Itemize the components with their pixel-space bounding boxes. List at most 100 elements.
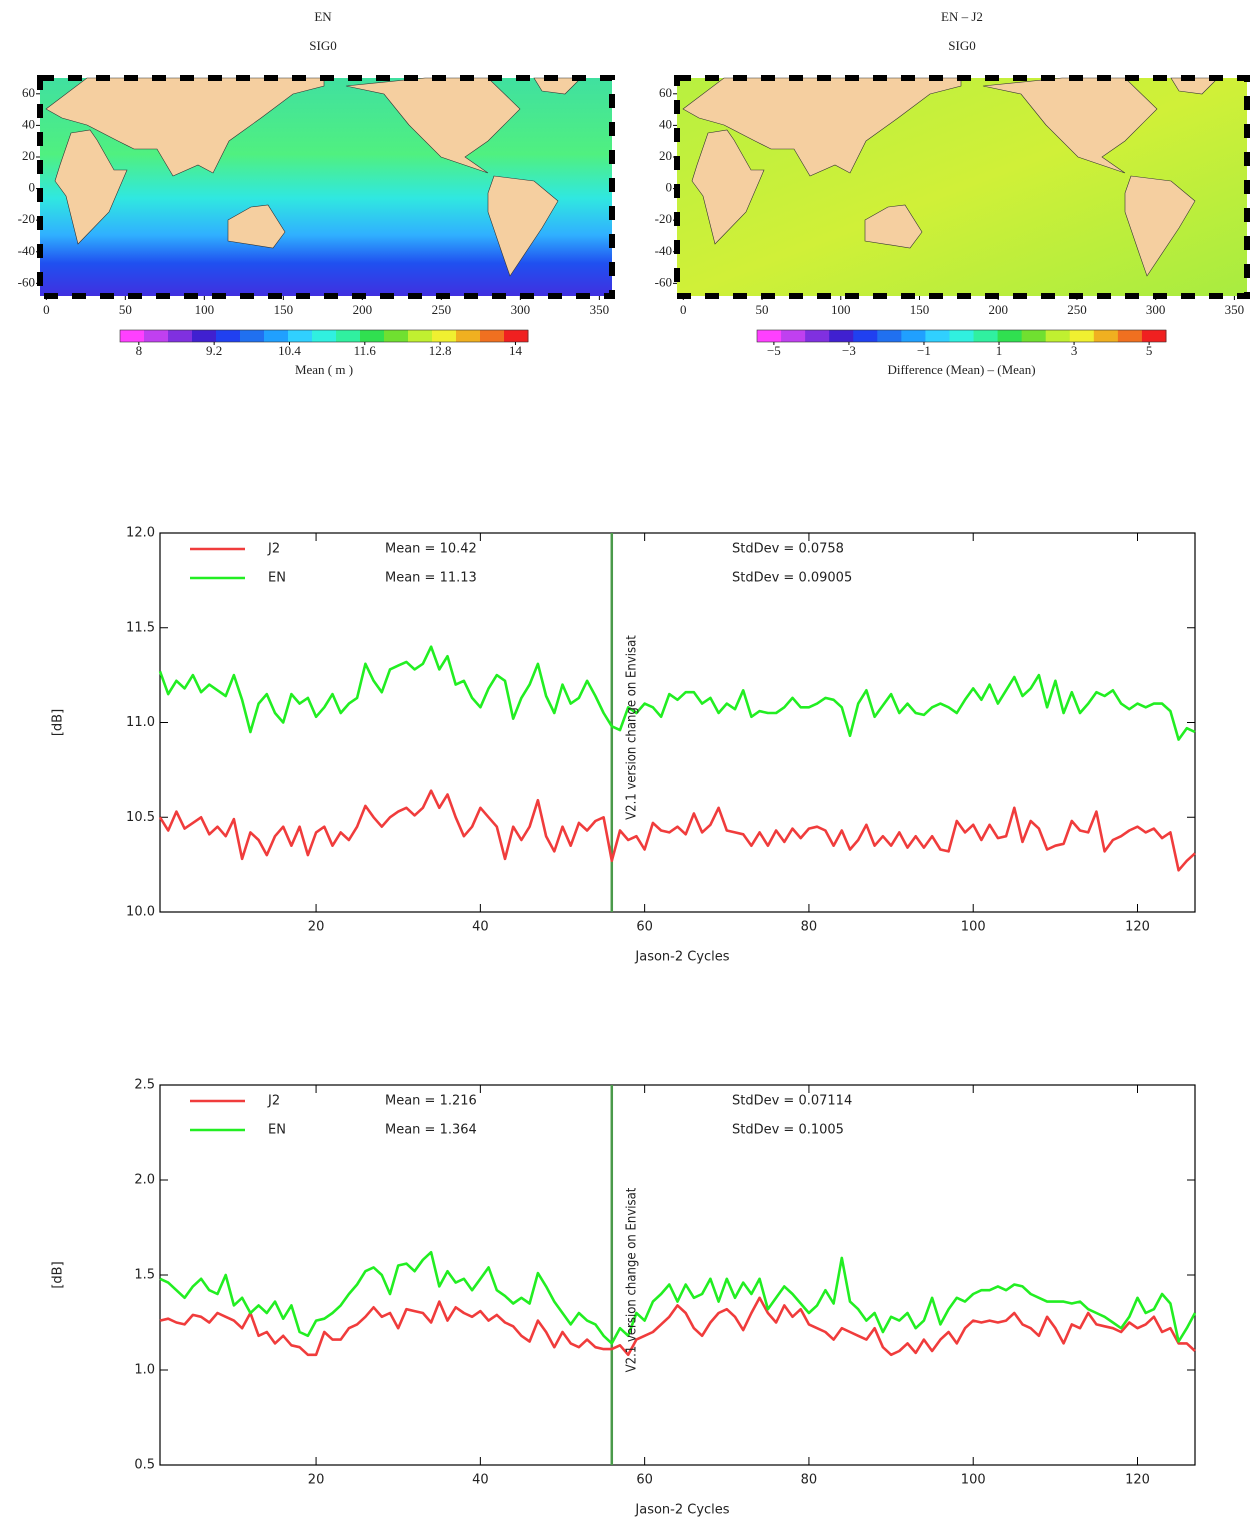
x-axis-label: Jason-2 Cycles <box>634 1503 729 1518</box>
x-tick-label: 350 <box>590 302 610 317</box>
x-tick-label: 150 <box>274 302 294 317</box>
x-tick-label: 20 <box>308 920 325 935</box>
y-axis-label: [dB] <box>51 709 66 736</box>
map-title: EN <box>314 9 332 24</box>
legend-std: StdDev = 0.1005 <box>732 1123 844 1138</box>
colorbar-cell <box>949 330 975 342</box>
y-tick-label: 10.5 <box>126 810 155 825</box>
x-tick-label: 350 <box>1225 302 1245 317</box>
colorbar-tick-label: −1 <box>917 343 931 358</box>
legend-std: StdDev = 0.09005 <box>732 571 852 586</box>
colorbar-tick-label: 5 <box>1146 343 1153 358</box>
x-tick-label: 250 <box>1067 302 1087 317</box>
x-tick-label: 120 <box>1125 1473 1150 1488</box>
x-tick-label: 100 <box>831 302 851 317</box>
colorbar-cell <box>264 330 289 342</box>
legend-name: EN <box>268 1123 286 1138</box>
legend-std: StdDev = 0.0758 <box>732 542 844 557</box>
y-tick-label: 60 <box>22 85 35 100</box>
colorbar-tick-label: 9.2 <box>206 343 222 358</box>
y-tick-label: 1.0 <box>134 1363 155 1378</box>
colorbar-cell <box>168 330 193 342</box>
colorbar-cell <box>312 330 337 342</box>
colorbar-tick-label: 14 <box>509 343 523 358</box>
y-tick-label: 20 <box>22 148 35 163</box>
colorbar-cell <box>853 330 878 342</box>
legend-name: EN <box>268 571 286 586</box>
x-tick-label: 100 <box>961 920 986 935</box>
x-tick-label: 100 <box>961 1473 986 1488</box>
y-tick-label: 12.0 <box>126 526 155 541</box>
colorbar-tick-label: 3 <box>1071 343 1078 358</box>
colorbar-cell <box>997 330 1023 342</box>
colorbar-cell <box>192 330 217 342</box>
legend-mean: Mean = 1.364 <box>385 1123 477 1138</box>
colorbar-tick-label: 1 <box>996 343 1003 358</box>
colorbar-cell <box>120 330 145 342</box>
map-background <box>37 75 1250 299</box>
colorbar-cell <box>504 330 529 342</box>
colorbar-cell <box>336 330 361 342</box>
y-tick-label: 11.0 <box>126 715 155 730</box>
y-tick-label: 0.5 <box>134 1458 155 1473</box>
y-tick-label: 1.5 <box>134 1268 155 1283</box>
y-tick-label: 40 <box>659 116 672 131</box>
colorbar-cell <box>757 330 782 342</box>
colorbar-cell <box>432 330 457 342</box>
colorbar-cell <box>384 330 409 342</box>
colorbar-cell <box>781 330 806 342</box>
x-tick-label: 50 <box>756 302 769 317</box>
x-tick-label: 40 <box>472 1473 489 1488</box>
colorbar-cell <box>1069 330 1095 342</box>
x-tick-label: 200 <box>988 302 1008 317</box>
legend-mean: Mean = 11.13 <box>385 571 477 586</box>
x-tick-label: 40 <box>472 920 489 935</box>
colorbar-cell <box>216 330 241 342</box>
x-tick-label: 0 <box>43 302 50 317</box>
colorbar-cell <box>805 330 830 342</box>
colorbar-tick-label: 10.4 <box>278 343 301 358</box>
y-axis-label: [dB] <box>51 1261 66 1288</box>
colorbar-cell <box>1141 330 1167 342</box>
series-line <box>159 1296 1196 1357</box>
map-subtitle: SIG0 <box>309 38 336 53</box>
colorbar-cell <box>829 330 854 342</box>
colorbar-cell <box>901 330 926 342</box>
y-tick-label: 0 <box>29 180 36 195</box>
colorbar-tick-label: 8 <box>136 343 143 358</box>
x-tick-label: 150 <box>910 302 930 317</box>
colorbar-tick-label: 11.6 <box>354 343 377 358</box>
x-tick-label: 100 <box>195 302 215 317</box>
legend-name: J2 <box>267 542 280 557</box>
colorbar-cell <box>877 330 902 342</box>
x-tick-label: 300 <box>1146 302 1166 317</box>
colorbar-tick-label: −3 <box>842 343 856 358</box>
legend-std: StdDev = 0.07114 <box>732 1094 852 1109</box>
colorbar-frame <box>756 329 1167 343</box>
series-line <box>158 645 1196 741</box>
y-tick-label: -20 <box>18 211 35 226</box>
y-tick-label: -60 <box>655 274 672 289</box>
colorbar-cell <box>456 330 481 342</box>
legend-name: J2 <box>267 1094 280 1109</box>
y-tick-label: 40 <box>22 116 35 131</box>
colorbar-cell <box>144 330 169 342</box>
colorbar-cell <box>973 330 999 342</box>
colorbar-cell <box>925 330 950 342</box>
colorbar-cell <box>288 330 313 342</box>
legend-mean: Mean = 10.42 <box>385 542 477 557</box>
annotation-text: V2.1 version change on Envisat <box>624 1187 639 1372</box>
colorbar-cell <box>480 330 505 342</box>
y-tick-label: 2.0 <box>134 1173 155 1188</box>
plot-frame <box>159 1084 1196 1466</box>
y-tick-label: -40 <box>655 243 672 258</box>
x-tick-label: 60 <box>636 1473 653 1488</box>
colorbar-cell <box>1093 330 1119 342</box>
colorbar-cell <box>240 330 265 342</box>
x-axis-label: Jason-2 Cycles <box>634 950 729 965</box>
y-tick-label: 10.0 <box>126 905 155 920</box>
x-tick-label: 20 <box>308 1473 325 1488</box>
colorbar-cell <box>1021 330 1047 342</box>
